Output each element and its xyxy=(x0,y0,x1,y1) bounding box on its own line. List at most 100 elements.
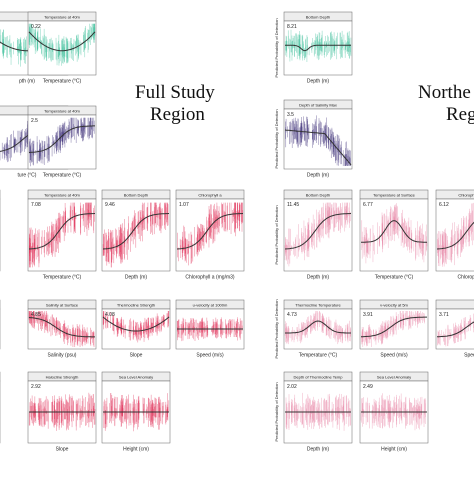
panel-title: u-velocity at 1000m xyxy=(193,303,228,308)
panel-scatter xyxy=(177,202,244,266)
panel-x-label: Chlorophyll a (mg/m3) xyxy=(185,275,235,281)
panel-x-label: Chlorophyll xyxy=(457,275,474,281)
panel-value: 2.49 xyxy=(363,384,373,390)
north-region-title-line2: Reg xyxy=(446,104,474,125)
panel-x-label: Temperature (°C) xyxy=(43,275,82,281)
panel-value: 11.45 xyxy=(287,202,299,208)
panel-y-label: Predicted Probability of Detection xyxy=(274,18,279,77)
panel-x-label: Speed (m/s) xyxy=(196,353,224,359)
panel-trend-line xyxy=(284,129,352,166)
panel-title: Thermocline Temperature xyxy=(295,303,341,308)
panel-value: 4.85 xyxy=(31,312,41,318)
panel-x-label: Depth (m) xyxy=(307,447,330,453)
panel-header-strip xyxy=(435,299,474,310)
panel-trend-line xyxy=(28,125,95,153)
panel-title: Temperature at 40m xyxy=(44,109,80,114)
panel-p8: Chlorophyll a 1.07 Chlorophyll a (mg/m3) xyxy=(175,189,245,281)
panel-x-label: Slope xyxy=(56,447,69,453)
panel-scatter xyxy=(436,202,474,267)
panel-p10: Salinity at Surface 4.85 Salinity (psu) xyxy=(27,299,97,359)
panel-x-label: Depth (m) xyxy=(307,275,330,281)
panel-y-label: Predicted Probability of Detection xyxy=(274,299,279,358)
panel-trend-line xyxy=(361,220,427,243)
panel-value: 1.07 xyxy=(179,202,189,208)
panel-x-label: Depth (m) xyxy=(307,173,330,179)
panel-y-label: Predicted Probability of Detection xyxy=(274,109,279,168)
panel-p4: Temperature at 40m 2.5 Temperature (°C) xyxy=(27,105,97,179)
panel-scatter xyxy=(28,392,96,431)
panel-trend-line xyxy=(28,31,96,52)
panel-p7: Bottom Depth 9.46 Depth (m) xyxy=(101,189,171,281)
panel-y-label: Predicted Probability of Detection xyxy=(274,205,279,264)
panel-title: Thermocline Strength xyxy=(117,303,155,308)
panel-title: Depth of Salinity Max xyxy=(299,103,337,108)
panel-p15: Sea Level Anomaly Height (cm) xyxy=(101,371,171,453)
panel-trend-line xyxy=(436,321,474,338)
panel-title: Temperature at Surface xyxy=(373,193,416,198)
panel-x-label: Height (cm) xyxy=(123,447,149,453)
panel-title: Bottom Depth xyxy=(306,193,330,198)
panel-trend-line xyxy=(28,213,96,250)
panel-title: Sea Level Anomaly xyxy=(119,375,153,380)
panel-trend-line xyxy=(436,221,474,250)
panel-value: 9.46 xyxy=(105,202,115,208)
panel-title: Bottom Depth xyxy=(306,15,330,20)
panel-scatter xyxy=(285,392,351,431)
panel-title: Sea Level Anomaly xyxy=(377,375,411,380)
panel-x-label: Slope xyxy=(130,353,143,359)
panel-value: 3.71 xyxy=(439,312,449,318)
panel-x-label: Depth (m) xyxy=(307,79,330,85)
panel-value: 6.12 xyxy=(439,202,449,208)
panel-value: 4.73 xyxy=(287,312,297,318)
panel-value: 3.91 xyxy=(363,312,373,318)
panel-title: Depth of Thermocline Temp xyxy=(294,375,344,380)
panel-x-label: ture (°C) xyxy=(18,173,37,179)
panel-x-label: Speed (m/s) xyxy=(380,353,408,359)
panel-x-label: Height (cm) xyxy=(381,447,407,453)
panel-x-label: Temperature (°C) xyxy=(375,275,414,281)
panel-x-label: Depth (m) xyxy=(125,275,148,281)
full-region-title-line1: Full Study xyxy=(135,82,215,103)
panel-n1: Bottom Depth 8.21 Depth (m) Predicted Proba… xyxy=(274,11,353,85)
panel-n9: Depth of Thermocline Temp 2.02 Depth (m) Pr… xyxy=(274,371,353,453)
panel-x-label: Temperature (°C) xyxy=(299,353,338,359)
panel-value: 3.5 xyxy=(287,112,294,118)
panel-value: 4.08 xyxy=(105,312,115,318)
panel-x-label: Salinity (psu) xyxy=(48,353,77,359)
panel-trend-line xyxy=(360,316,427,338)
panel-trend-line xyxy=(28,317,95,338)
panel-n7: v-velocity at 5m 3.91 Speed (m/s) xyxy=(359,299,429,359)
panel-title: Salinity at Surface xyxy=(46,303,79,308)
panel-n5: Chlorophyll a 6.12 Chlorophyll xyxy=(435,189,474,281)
panel-scatter xyxy=(103,393,170,432)
panel-x-label: Spee xyxy=(464,353,474,359)
panel-scatter xyxy=(284,311,351,345)
panel-n8: 3.71 Spee xyxy=(435,299,474,359)
panel-x-label: Temperature (°C) xyxy=(43,79,82,85)
panel-title: v-velocity at 5m xyxy=(380,303,408,308)
panel-trend-line xyxy=(176,213,244,250)
panel-trend-line xyxy=(285,44,351,52)
panel-y-label: Predicted Probability of Detection xyxy=(274,382,279,441)
panel-n3: Bottom Depth 11.45 Depth (m) Predicted Prob… xyxy=(274,189,353,281)
panel-x-label: pth (m) xyxy=(19,79,35,85)
panel-value: 2.5 xyxy=(31,118,38,124)
panel-value: 2.92 xyxy=(31,384,41,390)
panel-title: Chlorophyll a xyxy=(198,193,222,198)
panel-p12: u-velocity at 1000m Speed (m/s) xyxy=(175,299,245,359)
panel-title: Temperature at 40m xyxy=(44,15,80,20)
panel-p14: Halocline Strength 2.92 Slope xyxy=(27,371,97,453)
panel-trend-line xyxy=(102,316,170,332)
panel-n2: Depth of Salinity Max 3.5 Depth (m) Predict… xyxy=(274,99,353,179)
north-region-title-line1: Northe xyxy=(418,82,471,103)
panel-title: Halocline Strength xyxy=(46,375,79,380)
panel-trend-line xyxy=(285,320,351,334)
panel-n10: Sea Level Anomaly 2.49 Height (cm) xyxy=(359,371,429,453)
panel-trend-line xyxy=(102,213,170,250)
panel-plot-area xyxy=(283,198,353,272)
